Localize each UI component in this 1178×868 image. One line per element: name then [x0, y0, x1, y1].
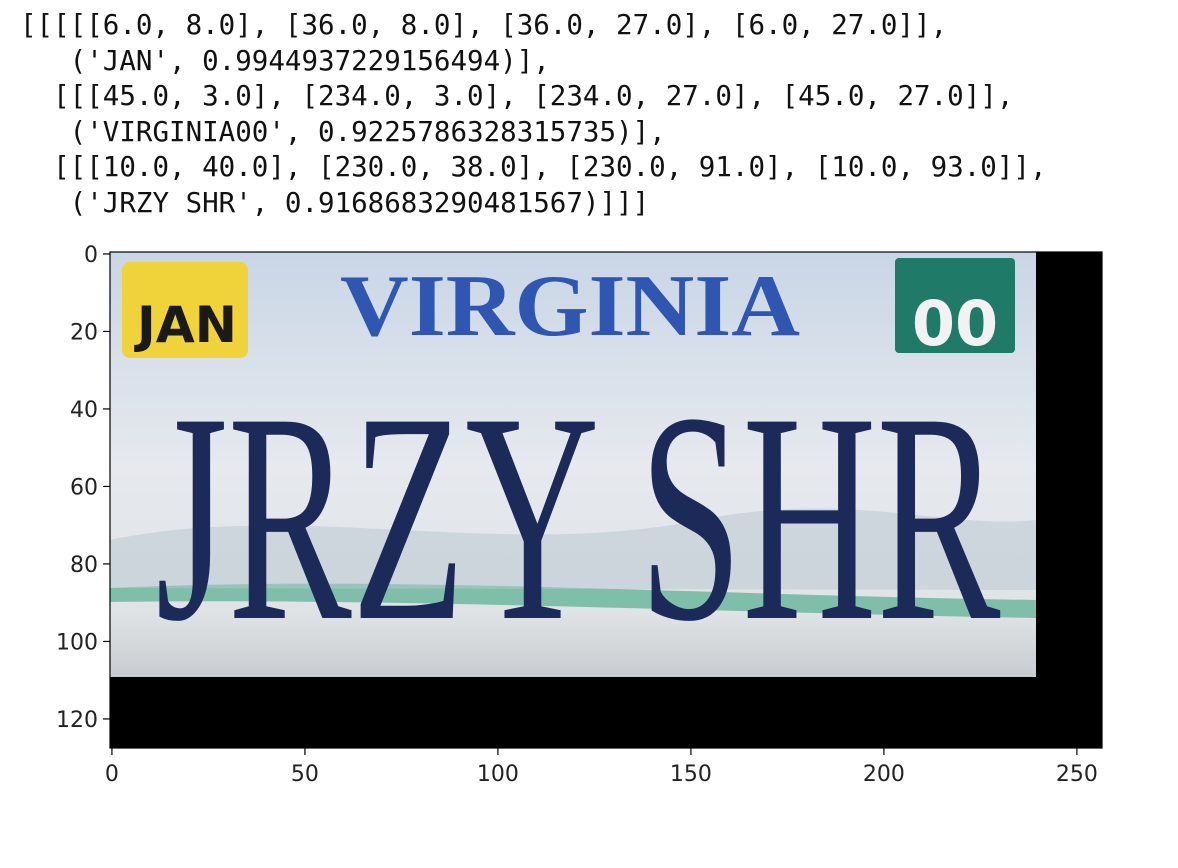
x-tick-label: 150 — [670, 762, 712, 787]
y-tick-label: 100 — [56, 630, 98, 655]
y-tick-label: 20 — [70, 320, 98, 345]
output-line: [[[10.0, 40.0], [230.0, 38.0], [230.0, 9… — [20, 151, 1047, 183]
image: JAN VIRGINIA 00 JRZY SHR — [110, 252, 1102, 748]
year-text: 00 — [912, 287, 998, 360]
output-line: ('JRZY SHR', 0.9168683290481567)]]] — [20, 186, 650, 219]
output-text: [[[[[6.0, 8.0], [36.0, 8.0], [36.0, 27.0… — [20, 8, 1047, 221]
output-line: ('JAN', 0.9944937229156494)], — [20, 44, 550, 77]
y-tick-label: 0 — [84, 243, 98, 268]
output-line: [[[45.0, 3.0], [234.0, 3.0], [234.0, 27.… — [20, 80, 1014, 112]
x-tick-label: 200 — [863, 762, 905, 787]
x-tick-label: 50 — [291, 762, 319, 787]
y-tick-label: 120 — [56, 708, 98, 733]
plate-hills — [110, 508, 1036, 590]
plate-number: JRZY SHR — [156, 351, 1002, 683]
output-line: ('VIRGINIA00', 0.9225786328315735)], — [20, 115, 666, 148]
y-tick-label: 40 — [70, 398, 98, 423]
year-sticker — [895, 258, 1015, 353]
month-sticker — [122, 262, 248, 358]
plate-stripe — [110, 583, 1036, 618]
state-text: VIRGINIA — [340, 258, 800, 355]
x-tick-label: 0 — [105, 762, 119, 787]
output-line: [[[[[6.0, 8.0], [36.0, 8.0], [36.0, 27.0… — [20, 9, 948, 41]
y-tick-label: 80 — [70, 553, 98, 578]
y-tick-label: 60 — [70, 475, 98, 500]
month-text: JAN — [134, 296, 237, 354]
axes-frame — [109, 251, 1103, 749]
x-tick-label: 100 — [477, 762, 519, 787]
x-tick-label: 250 — [1056, 762, 1098, 787]
